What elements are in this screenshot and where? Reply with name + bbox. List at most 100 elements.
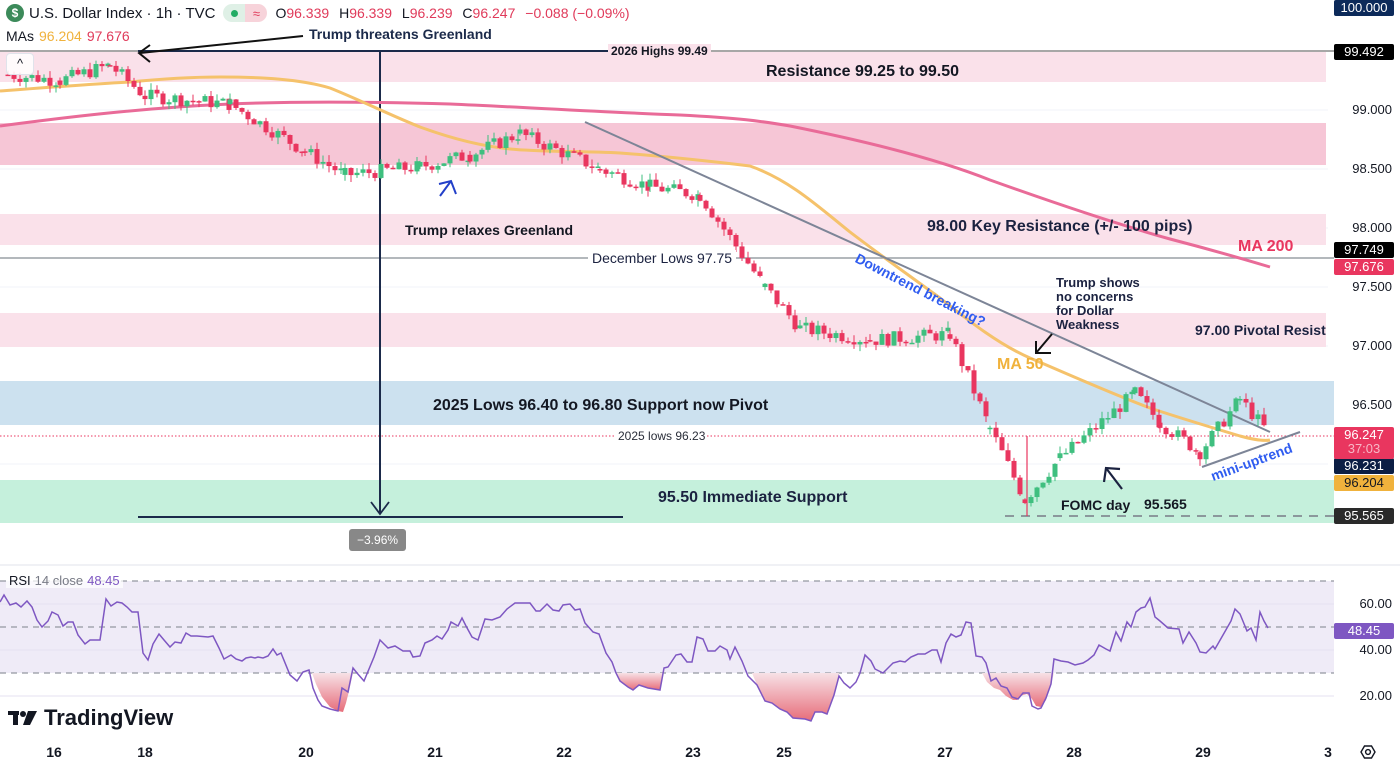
annotation-ma200[interactable]: MA 200 <box>1238 238 1294 255</box>
settings-gear-icon[interactable] <box>1360 745 1376 759</box>
rsi-axis-label: 20.00 <box>1359 688 1392 703</box>
rsi-legend[interactable]: RSI 14 close 48.45 <box>6 573 123 588</box>
close-label: C <box>462 5 473 21</box>
mas-label: MAs <box>6 28 34 44</box>
time-axis-label: 16 <box>46 744 62 760</box>
close-value: 96.247 <box>472 5 516 21</box>
rsi-gridlines <box>0 603 1334 697</box>
price-tag: 96.231 <box>1334 458 1394 474</box>
zone-immediate-support <box>0 480 1334 523</box>
change-value: −0.088 (−0.09%) <box>525 5 630 21</box>
market-status-pill[interactable]: ≈ <box>223 4 268 22</box>
high-label: H <box>339 5 350 21</box>
annotation-pivotal-resist[interactable]: 97.00 Pivotal Resist <box>1195 322 1326 338</box>
time-axis-label: 25 <box>776 744 792 760</box>
ohlc-values: O96.339 H96.339 L96.239 C96.247 −0.088 (… <box>275 5 635 21</box>
price-tag: 96.204 <box>1334 475 1394 491</box>
measure-percent-badge[interactable]: −3.96% <box>349 529 407 551</box>
open-label: O <box>275 5 287 21</box>
rsi-line[interactable] <box>0 593 1269 722</box>
annotation-trump-relaxes[interactable]: Trump relaxes Greenland <box>405 222 574 238</box>
mini-uptrend-line[interactable] <box>1201 431 1301 468</box>
symbol-title[interactable]: U.S. Dollar Index · 1h · TVC <box>29 4 216 22</box>
annotation-trump-threatens[interactable]: Trump threatens Greenland <box>309 26 492 42</box>
ma50-value: 96.204 <box>39 28 82 44</box>
collapse-legend-button[interactable]: ^ <box>6 53 34 75</box>
price-axis-label: 99.000 <box>1352 102 1392 117</box>
annotation-december-lows[interactable]: December Lows 97.75 <box>588 250 737 266</box>
time-axis-label: 27 <box>937 744 953 760</box>
annotation-fomc-low[interactable]: 95.565 <box>1144 496 1187 512</box>
time-axis-label: 23 <box>685 744 701 760</box>
ma-legend[interactable]: MAs 96.204 97.676 <box>6 28 130 44</box>
time-axis-label: 29 <box>1195 744 1211 760</box>
ma50-line[interactable] <box>0 75 1271 442</box>
rsi-params: 14 close <box>34 573 84 588</box>
price-tag: 100.000 <box>1334 0 1394 16</box>
trump-shows-arrow <box>1035 333 1053 354</box>
rsi-bands <box>0 580 1334 674</box>
tradingview-logo[interactable]: TradingView <box>8 705 173 731</box>
ma200-value: 97.676 <box>86 28 130 44</box>
chart-header: $ U.S. Dollar Index · 1h · TVC ≈ O96.339… <box>6 4 636 22</box>
annotation-line: Weakness <box>1056 317 1120 332</box>
annotation-2025-lows-line[interactable]: 2025 lows 96.23 <box>616 429 708 443</box>
price-tag: 99.492 <box>1334 44 1394 60</box>
time-axis-label: 18 <box>137 744 153 760</box>
low-value: 96.239 <box>409 5 453 21</box>
rsi-axis-label: 60.00 <box>1359 596 1392 611</box>
arrow-head-icon <box>137 44 151 63</box>
annotation-line: Trump shows <box>1056 275 1140 290</box>
annotation-line: no concerns <box>1056 289 1134 304</box>
arrow-head-icon <box>1102 466 1121 483</box>
price-axis-label: 98.000 <box>1352 220 1392 235</box>
tradingview-logo-text: TradingView <box>44 705 174 730</box>
rsi-value-tag: 48.45 <box>1334 623 1394 639</box>
downtrend-line[interactable] <box>584 121 1271 433</box>
time-axis-label: 22 <box>556 744 572 760</box>
trump-threatens-arrow <box>139 35 304 54</box>
low-label: L <box>401 5 410 21</box>
rsi-label: RSI <box>9 573 31 588</box>
last-price-tag: 96.247 37:03 <box>1334 427 1394 459</box>
symbol-logo-icon: $ <box>6 4 24 22</box>
arrow-head-icon <box>438 179 457 195</box>
open-value: 96.339 <box>286 5 330 21</box>
time-axis-label: 28 <box>1066 744 1082 760</box>
zone-pivotal-resist <box>0 313 1326 347</box>
time-axis-label: 3 <box>1324 744 1332 760</box>
zone-resistance-band <box>0 123 1326 165</box>
time-axis-label: 20 <box>298 744 314 760</box>
annotation-key-resistance[interactable]: 98.00 Key Resistance (+/- 100 pips) <box>927 218 1193 235</box>
annotation-2026-highs[interactable]: 2026 Highs 99.49 <box>608 44 711 58</box>
rsi-axis-label: 40.00 <box>1359 642 1392 657</box>
tradingview-logo-icon <box>8 711 37 725</box>
price-axis-label: 98.500 <box>1352 161 1392 176</box>
candlesticks[interactable] <box>5 60 1267 516</box>
annotation-fomc-day[interactable]: FOMC day <box>1061 497 1131 513</box>
price-tag: 97.749 <box>1334 242 1394 258</box>
measure-arrow-head <box>370 501 390 516</box>
price-axis-label: 97.500 <box>1352 279 1392 294</box>
delayed-data-icon: ≈ <box>245 4 268 22</box>
price-tag: 97.676 <box>1334 259 1394 275</box>
time-axis-label: 21 <box>427 744 443 760</box>
high-value: 96.339 <box>349 5 393 21</box>
annotation-immediate-support[interactable]: 95.50 Immediate Support <box>658 489 848 506</box>
bar-countdown: 37:03 <box>1347 441 1381 456</box>
annotation-resistance-top[interactable]: Resistance 99.25 to 99.50 <box>766 63 960 80</box>
fomc-arrow <box>1105 467 1123 490</box>
last-price-value: 96.247 <box>1344 427 1384 442</box>
annotation-ma50[interactable]: MA 50 <box>997 356 1044 373</box>
rsi-oversold-fill <box>312 673 1054 721</box>
annotation-trump-shows[interactable]: Trump shows no concerns for Dollar Weakn… <box>1056 276 1140 332</box>
annotation-2025-lows-zone[interactable]: 2025 Lows 96.40 to 96.80 Support now Piv… <box>433 397 769 414</box>
rsi-value: 48.45 <box>87 573 120 588</box>
annotation-line: for Dollar <box>1056 303 1114 318</box>
price-tag: 95.565 <box>1334 508 1394 524</box>
market-open-icon <box>223 4 246 22</box>
price-axis-label: 96.500 <box>1352 397 1392 412</box>
price-axis-label: 97.000 <box>1352 338 1392 353</box>
arrow-head-icon <box>1035 341 1051 354</box>
